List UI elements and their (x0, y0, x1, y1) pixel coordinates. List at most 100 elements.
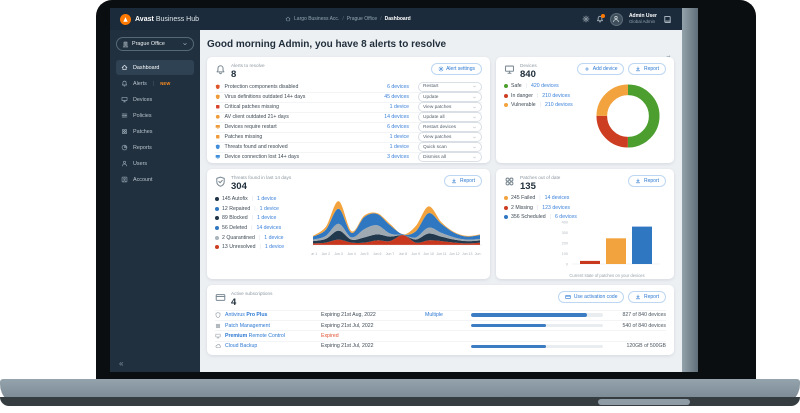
alert-action-select[interactable]: Restart (418, 81, 482, 92)
legend-devices-link[interactable]: 1 device (257, 215, 277, 222)
org-selector[interactable]: Prague Office (116, 37, 194, 51)
chevron-down-icon (182, 41, 188, 47)
alert-devices-link[interactable]: 1 device (389, 134, 409, 141)
alert-action-select[interactable]: Update all (418, 112, 482, 123)
alert-devices-link[interactable]: 6 devices (387, 124, 409, 131)
sidebar-item-users[interactable]: Users (116, 156, 194, 171)
legend-devices-link[interactable]: 210 devices (544, 102, 573, 109)
download-icon (635, 66, 641, 72)
legend-dot (504, 215, 508, 220)
legend-devices-link[interactable]: 14 devices (544, 195, 570, 202)
svg-text:0: 0 (566, 263, 568, 267)
laptop-base-notch (598, 399, 690, 405)
alert-action-select[interactable]: Restart devices (418, 122, 482, 133)
help-guide-icon[interactable] (663, 15, 672, 24)
legend-dot (215, 225, 219, 230)
usage-text: 827 of 840 devices (622, 312, 666, 319)
devices-report-button[interactable]: Report (628, 63, 666, 75)
avatar[interactable] (609, 12, 623, 26)
subscription-name-link[interactable]: Cloud Backup (225, 343, 258, 350)
user-info: Admin User Global Admin (629, 13, 657, 24)
download-icon (635, 294, 641, 300)
alert-title: Threats found and resolved (224, 144, 288, 151)
legend-row: Safe | 420 devices (504, 83, 573, 89)
legend-devices-link[interactable]: 1 device (259, 205, 279, 212)
cloud-icon (215, 343, 225, 349)
laptop-base (0, 379, 800, 406)
alert-devices-link[interactable]: 14 devices (384, 114, 409, 121)
notifications-bell-icon[interactable] (596, 13, 606, 23)
chevron-down-icon (472, 105, 477, 110)
subscription-name-link[interactable]: Premium Remote Control (225, 333, 285, 340)
subscription-multiple-link[interactable]: Multiple (425, 312, 443, 319)
alert-devices-link[interactable]: 45 devices (384, 94, 409, 101)
card-label: Active subscriptions (231, 291, 273, 296)
patches-icon (121, 128, 128, 135)
alert-devices-link[interactable]: 1 device (389, 104, 409, 111)
sidebar-item-devices[interactable]: Devices (116, 92, 194, 107)
subscription-row: Premium Remote Control Expired (215, 330, 666, 340)
subscription-name-link[interactable]: Patch Management (225, 322, 270, 329)
legend-devices-link[interactable]: 14 devices (256, 224, 282, 231)
alert-settings-button[interactable]: Alert settings (430, 63, 482, 75)
usage-bar (471, 323, 603, 328)
subscription-name-link[interactable]: Antivirus Pro Plus (225, 312, 268, 319)
legend-devices-link[interactable]: 6 devices (554, 214, 577, 221)
breadcrumb-item[interactable]: Prague Office (346, 16, 378, 22)
legend-dot (504, 84, 508, 89)
use-activation-code-button[interactable]: Use activation code (558, 291, 625, 303)
person-icon (121, 160, 128, 167)
sidebar-item-alerts[interactable]: Alerts | NEW (116, 76, 194, 91)
legend-devices-link[interactable]: 210 devices (542, 92, 570, 99)
svg-text:Jun 9: Jun 9 (412, 251, 421, 255)
alert-action-select[interactable]: Quick scan (418, 142, 482, 153)
patches-report-button[interactable]: Report (628, 175, 666, 187)
svg-text:Jun 5: Jun 5 (360, 251, 369, 255)
svg-text:Jun 10: Jun 10 (423, 251, 433, 255)
usage-text: 120GB of 500GB (626, 343, 666, 350)
alerts-card: Alerts to resolve 8 Alert settings Prote… (207, 57, 490, 163)
topbar: Avast Business Hub Largo Business Acc. / P… (110, 8, 682, 30)
subscriptions-report-button[interactable]: Report (628, 291, 666, 303)
alert-devices-link[interactable]: 1 device (389, 144, 409, 151)
legend-devices-link[interactable]: 420 devices (531, 83, 559, 90)
credit-card-icon (215, 292, 226, 303)
alert-devices-link[interactable]: 6 devices (387, 83, 409, 90)
sidebar-item-account[interactable]: Account (116, 172, 194, 187)
settings-gear-icon[interactable] (582, 15, 590, 23)
sidebar-collapse-button[interactable]: « (119, 359, 124, 368)
alert-title: Patches missing (224, 134, 263, 141)
alert-action-select[interactable]: Update (418, 92, 482, 103)
legend-row: 245 Failed | 14 devices (504, 195, 666, 201)
alert-devices-link[interactable]: 3 devices (387, 154, 409, 161)
download-icon (451, 178, 457, 184)
legend-dot (504, 103, 508, 108)
patches-icon (215, 323, 225, 329)
legend-devices-link[interactable]: 1 device (264, 234, 284, 241)
alert-action-select[interactable]: View patches (418, 132, 482, 143)
breadcrumb-item[interactable]: Largo Business Acc. (294, 16, 340, 22)
shield-icon (215, 94, 220, 100)
subscription-expiry: Expired (321, 333, 339, 340)
legend-devices-link[interactable]: 123 devices (542, 204, 570, 211)
sidebar-item-dashboard[interactable]: Dashboard (116, 60, 194, 75)
page-title: Good morning Admin, you have 8 alerts to… (207, 39, 447, 50)
chevron-down-icon (472, 155, 477, 160)
sidebar-item-policies[interactable]: Policies (116, 108, 194, 123)
subscriptions-list: Antivirus Pro Plus Expiring 21st Aug, 202… (215, 309, 666, 352)
alerts-list: Protection components disabled 6 devices R… (215, 81, 482, 163)
laptop-screen: Avast Business Hub Largo Business Acc. / P… (110, 8, 682, 372)
alert-action-select[interactable]: Dismiss all (418, 152, 482, 163)
add-device-button[interactable]: Add device (577, 63, 625, 75)
legend-devices-link[interactable]: 1 device (257, 196, 277, 203)
sidebar-item-reports[interactable]: Reports (116, 140, 194, 155)
threats-report-button[interactable]: Report (444, 175, 482, 187)
alert-action-select[interactable]: View patches (418, 102, 482, 113)
legend-devices-link[interactable]: 1 device (264, 244, 285, 251)
chevron-down-icon (472, 95, 477, 100)
sidebar-item-patches[interactable]: Patches (116, 124, 194, 139)
svg-text:200: 200 (562, 242, 568, 246)
chevron-down-icon (472, 84, 477, 89)
